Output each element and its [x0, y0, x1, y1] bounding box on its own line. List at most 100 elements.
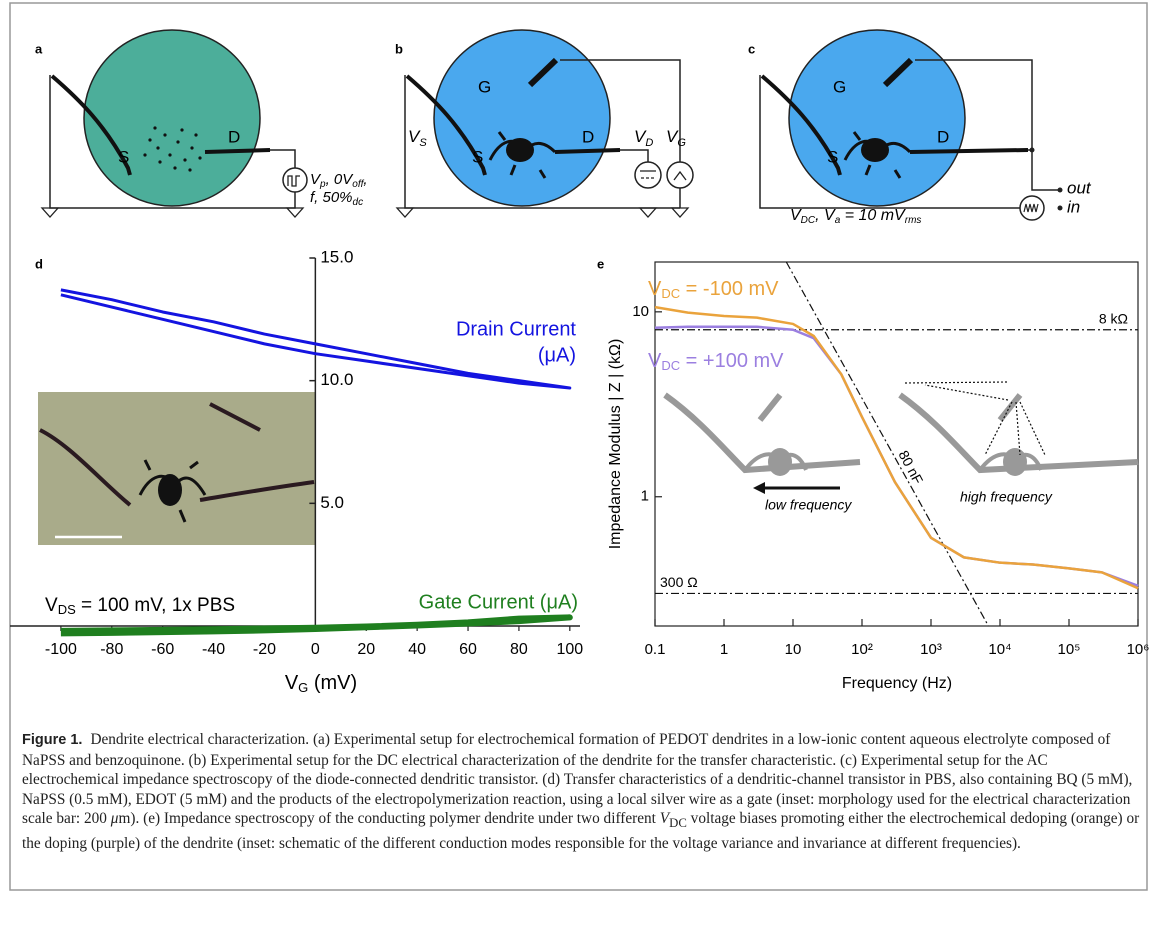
y-axis-title: Impedance Modulus | Z | (kΩ)	[607, 339, 624, 550]
panel-d: d VDS = 100 mV, 1x PBS Drain Current (μA…	[10, 247, 583, 695]
voltage-label: VS	[408, 127, 427, 148]
electrolyte-drop	[433, 29, 611, 207]
source-label: S	[472, 147, 483, 166]
panel-label: a	[35, 41, 43, 56]
text-run: a	[835, 215, 841, 226]
text-run: = -100 mV	[680, 278, 779, 300]
text-run: = 100 mV, 1x PBS	[76, 595, 235, 616]
panel-c: c G S D out in VDC, Va = 10 mVrms	[748, 29, 1092, 226]
dendrite-core	[861, 138, 889, 162]
source-label: S	[827, 147, 838, 166]
text-run: V	[45, 595, 58, 616]
text-run: V	[408, 127, 421, 146]
text-run: DC	[801, 215, 816, 226]
text-run: f, 50%	[310, 189, 353, 206]
x-tick-label: 20	[357, 641, 375, 658]
wire	[620, 149, 649, 162]
plot-frame	[654, 261, 1139, 627]
text-run: , V	[815, 207, 836, 224]
x-tick-label: -100	[45, 641, 77, 658]
slope-line	[785, 261, 989, 627]
text-run: V	[648, 350, 662, 372]
ground	[40, 207, 305, 218]
x-tick-label: -80	[100, 641, 123, 658]
y-tick-label: 1	[641, 488, 649, 505]
ac-icon	[1023, 203, 1039, 213]
voltage-label: VD	[634, 127, 653, 148]
series-line	[654, 305, 1139, 590]
x-tick-label: 60	[459, 641, 477, 658]
x-tick-label: -60	[151, 641, 174, 658]
caption-text: voltage biases promoting either the elec…	[22, 810, 1140, 853]
electrode-wire	[50, 74, 271, 176]
x-tick-label: 10⁴	[988, 641, 1011, 658]
text-run: V	[648, 278, 662, 300]
source-icon	[640, 170, 687, 181]
electrolyte-drop	[83, 29, 261, 207]
dendrite-core	[506, 138, 534, 162]
drain-label: D	[937, 127, 949, 146]
pulse-label: f, 50%dc	[310, 189, 363, 208]
x-tick-label: 10	[785, 641, 802, 658]
arrow	[904, 381, 1046, 456]
figure-frame	[9, 2, 1148, 891]
caption: Figure 1. Dendrite electrical characteriz…	[22, 730, 1140, 854]
y-tick-label: 10.0	[320, 370, 353, 389]
caption-text: Dendrite electrical characterization. (a…	[22, 731, 1133, 828]
inset-wire	[39, 402, 315, 507]
inset-schematic	[768, 448, 792, 476]
x-tick-label: -40	[202, 641, 225, 658]
drain-label: D	[582, 127, 594, 146]
ground	[395, 207, 690, 218]
x-axis-title: VG (mV)	[285, 672, 357, 695]
text-run: S	[419, 137, 427, 149]
panel-label: c	[748, 41, 755, 56]
text-run: V	[790, 207, 802, 224]
text-run: V	[666, 127, 679, 146]
series-label: Drain Current	[456, 318, 576, 340]
x-tick-label: 80	[510, 641, 528, 658]
panel-e: e low frequency high frequency VDC = -10…	[597, 256, 1149, 692]
x-tick-label: 100	[556, 641, 583, 658]
wire	[49, 75, 296, 209]
wire	[1031, 150, 1060, 191]
y-tick-label: 15.0	[320, 247, 353, 266]
panel-label: d	[35, 256, 43, 271]
text-run: p	[319, 179, 326, 190]
inset-label: high frequency	[960, 489, 1053, 505]
series-line	[60, 288, 572, 390]
text-run: DS	[58, 602, 76, 617]
x-tick-label: 0	[311, 641, 320, 658]
drain-label: D	[228, 127, 240, 146]
caption-text: μ	[110, 810, 119, 828]
text-run: = 10 mV	[840, 207, 906, 224]
gate-wire	[527, 57, 559, 88]
dendrite-seeds	[143, 126, 202, 172]
out-label: out	[1067, 178, 1092, 197]
text-run: dc	[353, 197, 364, 208]
panel-label: e	[597, 256, 604, 271]
caption-label: Figure 1.	[22, 732, 83, 748]
electrode-wire	[760, 74, 1029, 176]
x-tick-label: 1	[720, 641, 728, 658]
annotation: VDS = 100 mV, 1x PBS	[45, 595, 235, 617]
text-run: ,	[363, 171, 367, 188]
inset-dendrite	[158, 474, 182, 506]
arrow	[753, 482, 765, 494]
inset-schematic	[663, 392, 1139, 474]
dc-source	[634, 161, 662, 189]
text-run: V	[285, 672, 299, 694]
pulse-source	[282, 167, 308, 193]
dc-source	[666, 161, 694, 189]
x-tick-label: 10³	[920, 641, 942, 658]
text-run: G	[298, 680, 308, 695]
panel-a: a S D Vp, 0Voff, f, 50%dc	[35, 29, 368, 218]
text-run: , 0V	[326, 171, 355, 188]
gate-label: G	[833, 77, 846, 96]
gate-label: G	[478, 77, 491, 96]
pulse-label: Vp, 0Voff,	[310, 171, 368, 190]
series-line	[60, 614, 573, 637]
pulse-icon	[287, 175, 300, 187]
inset-label: low frequency	[765, 497, 852, 513]
